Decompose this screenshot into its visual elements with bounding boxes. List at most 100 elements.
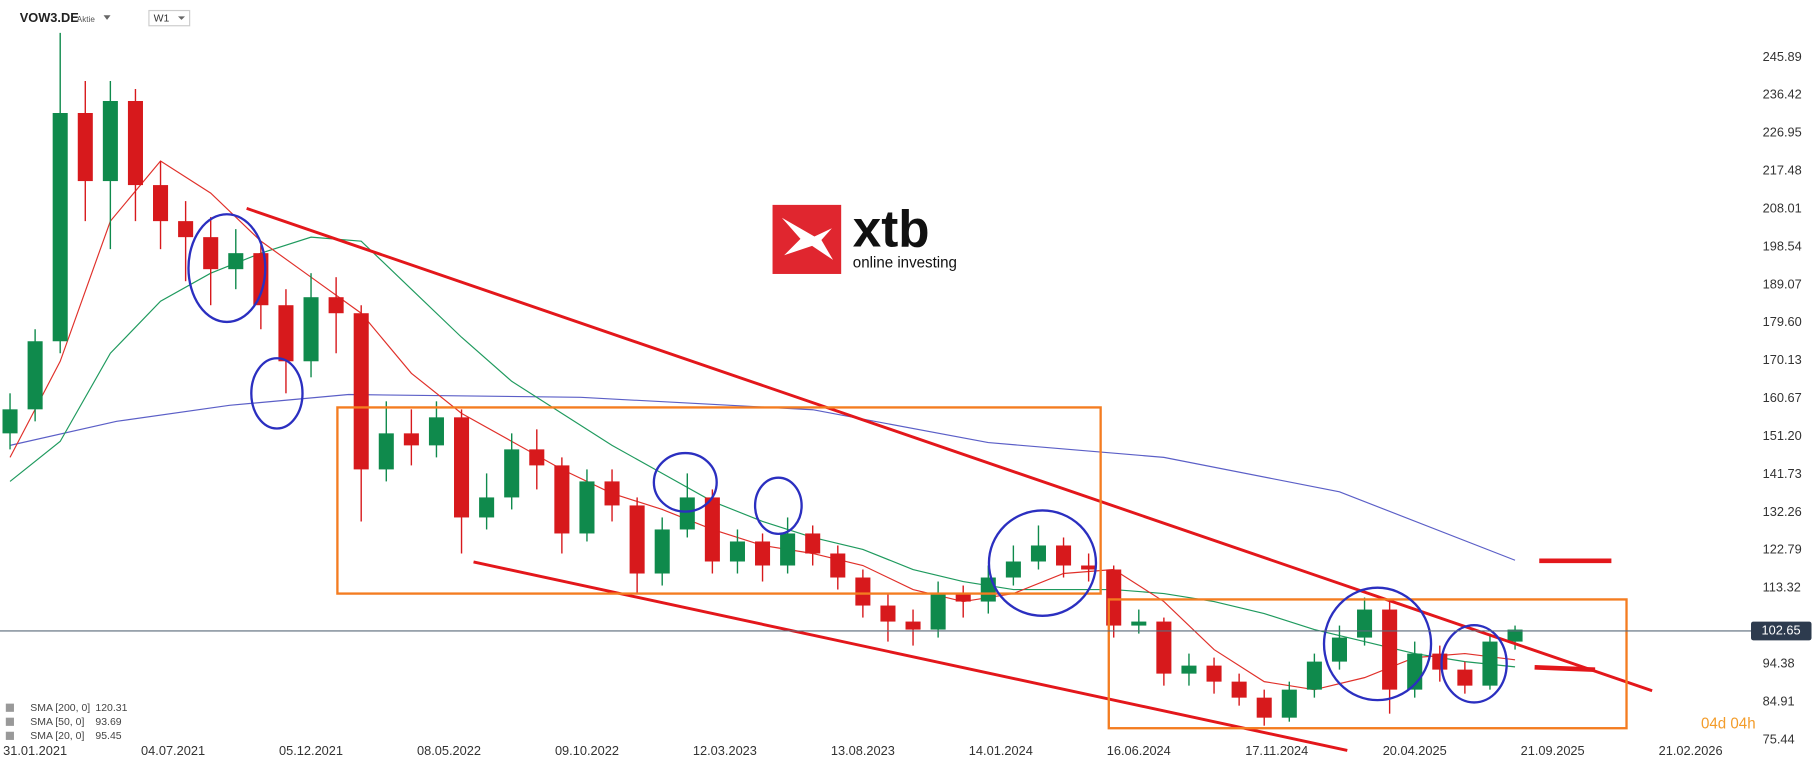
- candle-body: [805, 533, 821, 554]
- x-tick-label: 09.10.2022: [555, 743, 619, 758]
- candle-body: [880, 605, 896, 622]
- trend-line: [246, 207, 1653, 693]
- countdown: 04d 04h: [1701, 716, 1756, 733]
- legend-value: 93.69: [95, 716, 121, 728]
- symbol[interactable]: VOW3.DE: [20, 10, 79, 25]
- y-tick-label: 208.01: [1763, 200, 1802, 215]
- candle-body: [930, 593, 946, 630]
- legend: SMA [200, 0] 120.31 SMA [50, 0] 93.69 SMA [2…: [5, 702, 128, 742]
- candle-body: [378, 433, 394, 470]
- candle-body: [403, 433, 419, 446]
- candle-body: [855, 577, 871, 606]
- highlight-circle: [652, 451, 718, 513]
- candle-body: [955, 593, 971, 602]
- candle-body: [729, 541, 745, 562]
- candle-body: [228, 253, 244, 270]
- candle-body: [1056, 545, 1072, 566]
- x-tick-label: 20.04.2025: [1383, 743, 1447, 758]
- y-tick-label: 236.42: [1763, 87, 1802, 102]
- candle-body: [629, 505, 645, 574]
- x-tick-label: 31.01.2021: [3, 743, 67, 758]
- y-tick-label: 151.20: [1763, 428, 1802, 443]
- candle-body: [1231, 681, 1247, 698]
- legend-label: SMA [200, 0]: [30, 702, 90, 714]
- y-tick-label: 160.67: [1763, 390, 1802, 405]
- candle-body: [1156, 621, 1172, 674]
- instrument-kind: Aktie: [77, 15, 96, 24]
- y-tick-label: 179.60: [1763, 314, 1802, 329]
- axes: 245.89 236.42 226.95 217.48 208.01 198.54 189.…: [0, 49, 1812, 758]
- y-tick-label: 198.54: [1763, 238, 1802, 253]
- x-tick-label: 16.06.2024: [1107, 743, 1171, 758]
- candle-body: [504, 449, 520, 498]
- candle-body: [2, 409, 18, 434]
- candle-body: [428, 417, 444, 446]
- candle-body: [1005, 561, 1021, 578]
- candle-body: [27, 341, 43, 410]
- candle-body: [1030, 545, 1046, 562]
- dropdown-arrow[interactable]: [103, 15, 111, 20]
- highlight-circle: [187, 213, 267, 324]
- x-tick-label: 14.01.2024: [969, 743, 1033, 758]
- candle-layer: [2, 32, 1523, 726]
- candle-body: [203, 237, 219, 270]
- level-mark: [1534, 664, 1596, 673]
- x-tick-label: 21.02.2026: [1659, 743, 1723, 758]
- highlight-circle: [250, 357, 304, 430]
- y-tick-label: 189.07: [1763, 276, 1802, 291]
- y-tick-label: 217.48: [1763, 163, 1802, 178]
- dropdown-arrow[interactable]: [178, 16, 185, 20]
- y-tick-label: 84.91: [1763, 693, 1795, 708]
- interval[interactable]: W1: [154, 12, 170, 24]
- candle-body: [328, 297, 344, 314]
- price-label: 102.65: [1761, 622, 1800, 637]
- candle-body: [77, 113, 93, 182]
- x-tick-label: 08.05.2022: [417, 743, 481, 758]
- candle-body: [454, 417, 470, 518]
- legend-label: SMA [20, 0]: [30, 730, 84, 742]
- legend-icon[interactable]: [5, 717, 14, 726]
- annotations: [187, 207, 1653, 752]
- candle-body: [102, 100, 118, 182]
- y-tick-label: 94.38: [1763, 655, 1795, 670]
- candle-body: [1432, 653, 1448, 670]
- watermark: xtb online investing: [772, 200, 957, 274]
- candle-body: [1482, 641, 1498, 686]
- legend-label: SMA [50, 0]: [30, 716, 84, 728]
- candle-body: [1131, 621, 1147, 626]
- candle-body: [1281, 689, 1297, 718]
- candle-body: [253, 253, 269, 306]
- candle-body: [479, 497, 495, 518]
- candle-body: [755, 541, 771, 566]
- candle-body: [780, 533, 796, 566]
- x-tick-label: 21.09.2025: [1521, 743, 1585, 758]
- candle-body: [654, 529, 670, 574]
- candle-body: [579, 481, 595, 534]
- y-tick-label: 141.73: [1763, 466, 1802, 481]
- y-tick-label: 122.79: [1763, 542, 1802, 557]
- price-label-box: [1751, 621, 1812, 641]
- range-box: [1107, 598, 1628, 730]
- range-box: [336, 406, 1102, 595]
- candle-body: [1256, 697, 1272, 718]
- candle-body: [127, 100, 143, 186]
- candle-body: [303, 297, 319, 362]
- candle-body: [830, 553, 846, 578]
- candle-body: [153, 185, 169, 222]
- candle-body: [980, 577, 996, 602]
- highlight-circle: [987, 509, 1098, 617]
- logo-text: xtb: [853, 200, 930, 257]
- y-tick-label: 226.95: [1763, 125, 1802, 140]
- candle-body: [1106, 569, 1122, 626]
- candle-body: [1331, 637, 1347, 662]
- candle-body: [353, 313, 369, 470]
- legend-icon[interactable]: [5, 703, 14, 712]
- sma-line: [9, 393, 1516, 561]
- interval-box[interactable]: [148, 9, 191, 27]
- x-tick-label: 05.12.2021: [279, 743, 343, 758]
- logo-mark: [781, 217, 834, 260]
- candle-body: [529, 449, 545, 466]
- legend-icon[interactable]: [5, 731, 14, 740]
